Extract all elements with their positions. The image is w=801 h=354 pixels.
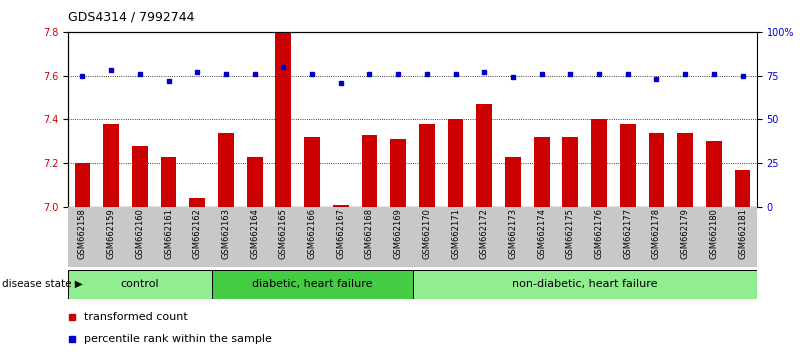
Bar bbox=[649, 133, 664, 207]
Bar bbox=[678, 133, 693, 207]
Text: GSM662165: GSM662165 bbox=[279, 208, 288, 259]
Text: GSM662163: GSM662163 bbox=[221, 208, 231, 259]
Text: GSM662160: GSM662160 bbox=[135, 208, 144, 259]
Bar bbox=[448, 119, 464, 207]
Bar bbox=[413, 270, 757, 298]
Text: GSM662170: GSM662170 bbox=[422, 208, 432, 259]
Bar bbox=[706, 141, 722, 207]
Text: GSM662158: GSM662158 bbox=[78, 208, 87, 259]
Text: GSM662159: GSM662159 bbox=[107, 208, 115, 259]
Bar bbox=[562, 137, 578, 207]
Bar bbox=[477, 104, 492, 207]
Text: GSM662175: GSM662175 bbox=[566, 208, 575, 259]
Bar bbox=[189, 198, 205, 207]
Text: GSM662173: GSM662173 bbox=[509, 208, 517, 259]
Bar bbox=[304, 137, 320, 207]
Text: GSM662171: GSM662171 bbox=[451, 208, 460, 259]
Bar bbox=[211, 270, 413, 298]
Text: GSM662169: GSM662169 bbox=[393, 208, 403, 259]
Text: GSM662166: GSM662166 bbox=[308, 208, 316, 259]
Bar bbox=[161, 157, 176, 207]
Text: non-diabetic, heart failure: non-diabetic, heart failure bbox=[512, 279, 658, 289]
Text: GSM662172: GSM662172 bbox=[480, 208, 489, 259]
Text: percentile rank within the sample: percentile rank within the sample bbox=[84, 334, 272, 344]
Text: transformed count: transformed count bbox=[84, 312, 188, 322]
Text: GSM662168: GSM662168 bbox=[365, 208, 374, 259]
Text: GDS4314 / 7992744: GDS4314 / 7992744 bbox=[68, 11, 195, 24]
Text: GSM662177: GSM662177 bbox=[623, 208, 632, 259]
Text: GSM662174: GSM662174 bbox=[537, 208, 546, 259]
Bar bbox=[74, 163, 91, 207]
Bar bbox=[591, 119, 607, 207]
Bar bbox=[276, 32, 292, 207]
Text: GSM662176: GSM662176 bbox=[594, 208, 604, 259]
Bar bbox=[103, 124, 119, 207]
Bar bbox=[505, 157, 521, 207]
Bar bbox=[333, 205, 348, 207]
Bar bbox=[419, 124, 435, 207]
Text: GSM662181: GSM662181 bbox=[738, 208, 747, 259]
Text: GSM662162: GSM662162 bbox=[193, 208, 202, 259]
Text: GSM662161: GSM662161 bbox=[164, 208, 173, 259]
Text: disease state ▶: disease state ▶ bbox=[2, 279, 83, 289]
Bar bbox=[132, 146, 147, 207]
Bar bbox=[247, 157, 263, 207]
Bar bbox=[533, 137, 549, 207]
Text: GSM662179: GSM662179 bbox=[681, 208, 690, 259]
Bar bbox=[620, 124, 636, 207]
Bar bbox=[361, 135, 377, 207]
Bar bbox=[218, 133, 234, 207]
Bar bbox=[735, 170, 751, 207]
Text: GSM662180: GSM662180 bbox=[710, 208, 718, 259]
Text: GSM662167: GSM662167 bbox=[336, 208, 345, 259]
Bar bbox=[68, 270, 211, 298]
Text: GSM662164: GSM662164 bbox=[250, 208, 260, 259]
Bar bbox=[390, 139, 406, 207]
Text: control: control bbox=[120, 279, 159, 289]
Text: GSM662178: GSM662178 bbox=[652, 208, 661, 259]
Text: diabetic, heart failure: diabetic, heart failure bbox=[252, 279, 372, 289]
